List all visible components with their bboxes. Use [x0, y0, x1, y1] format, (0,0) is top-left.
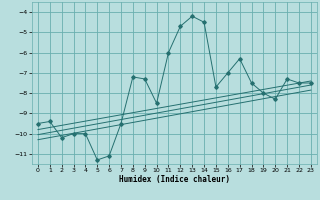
X-axis label: Humidex (Indice chaleur): Humidex (Indice chaleur): [119, 175, 230, 184]
